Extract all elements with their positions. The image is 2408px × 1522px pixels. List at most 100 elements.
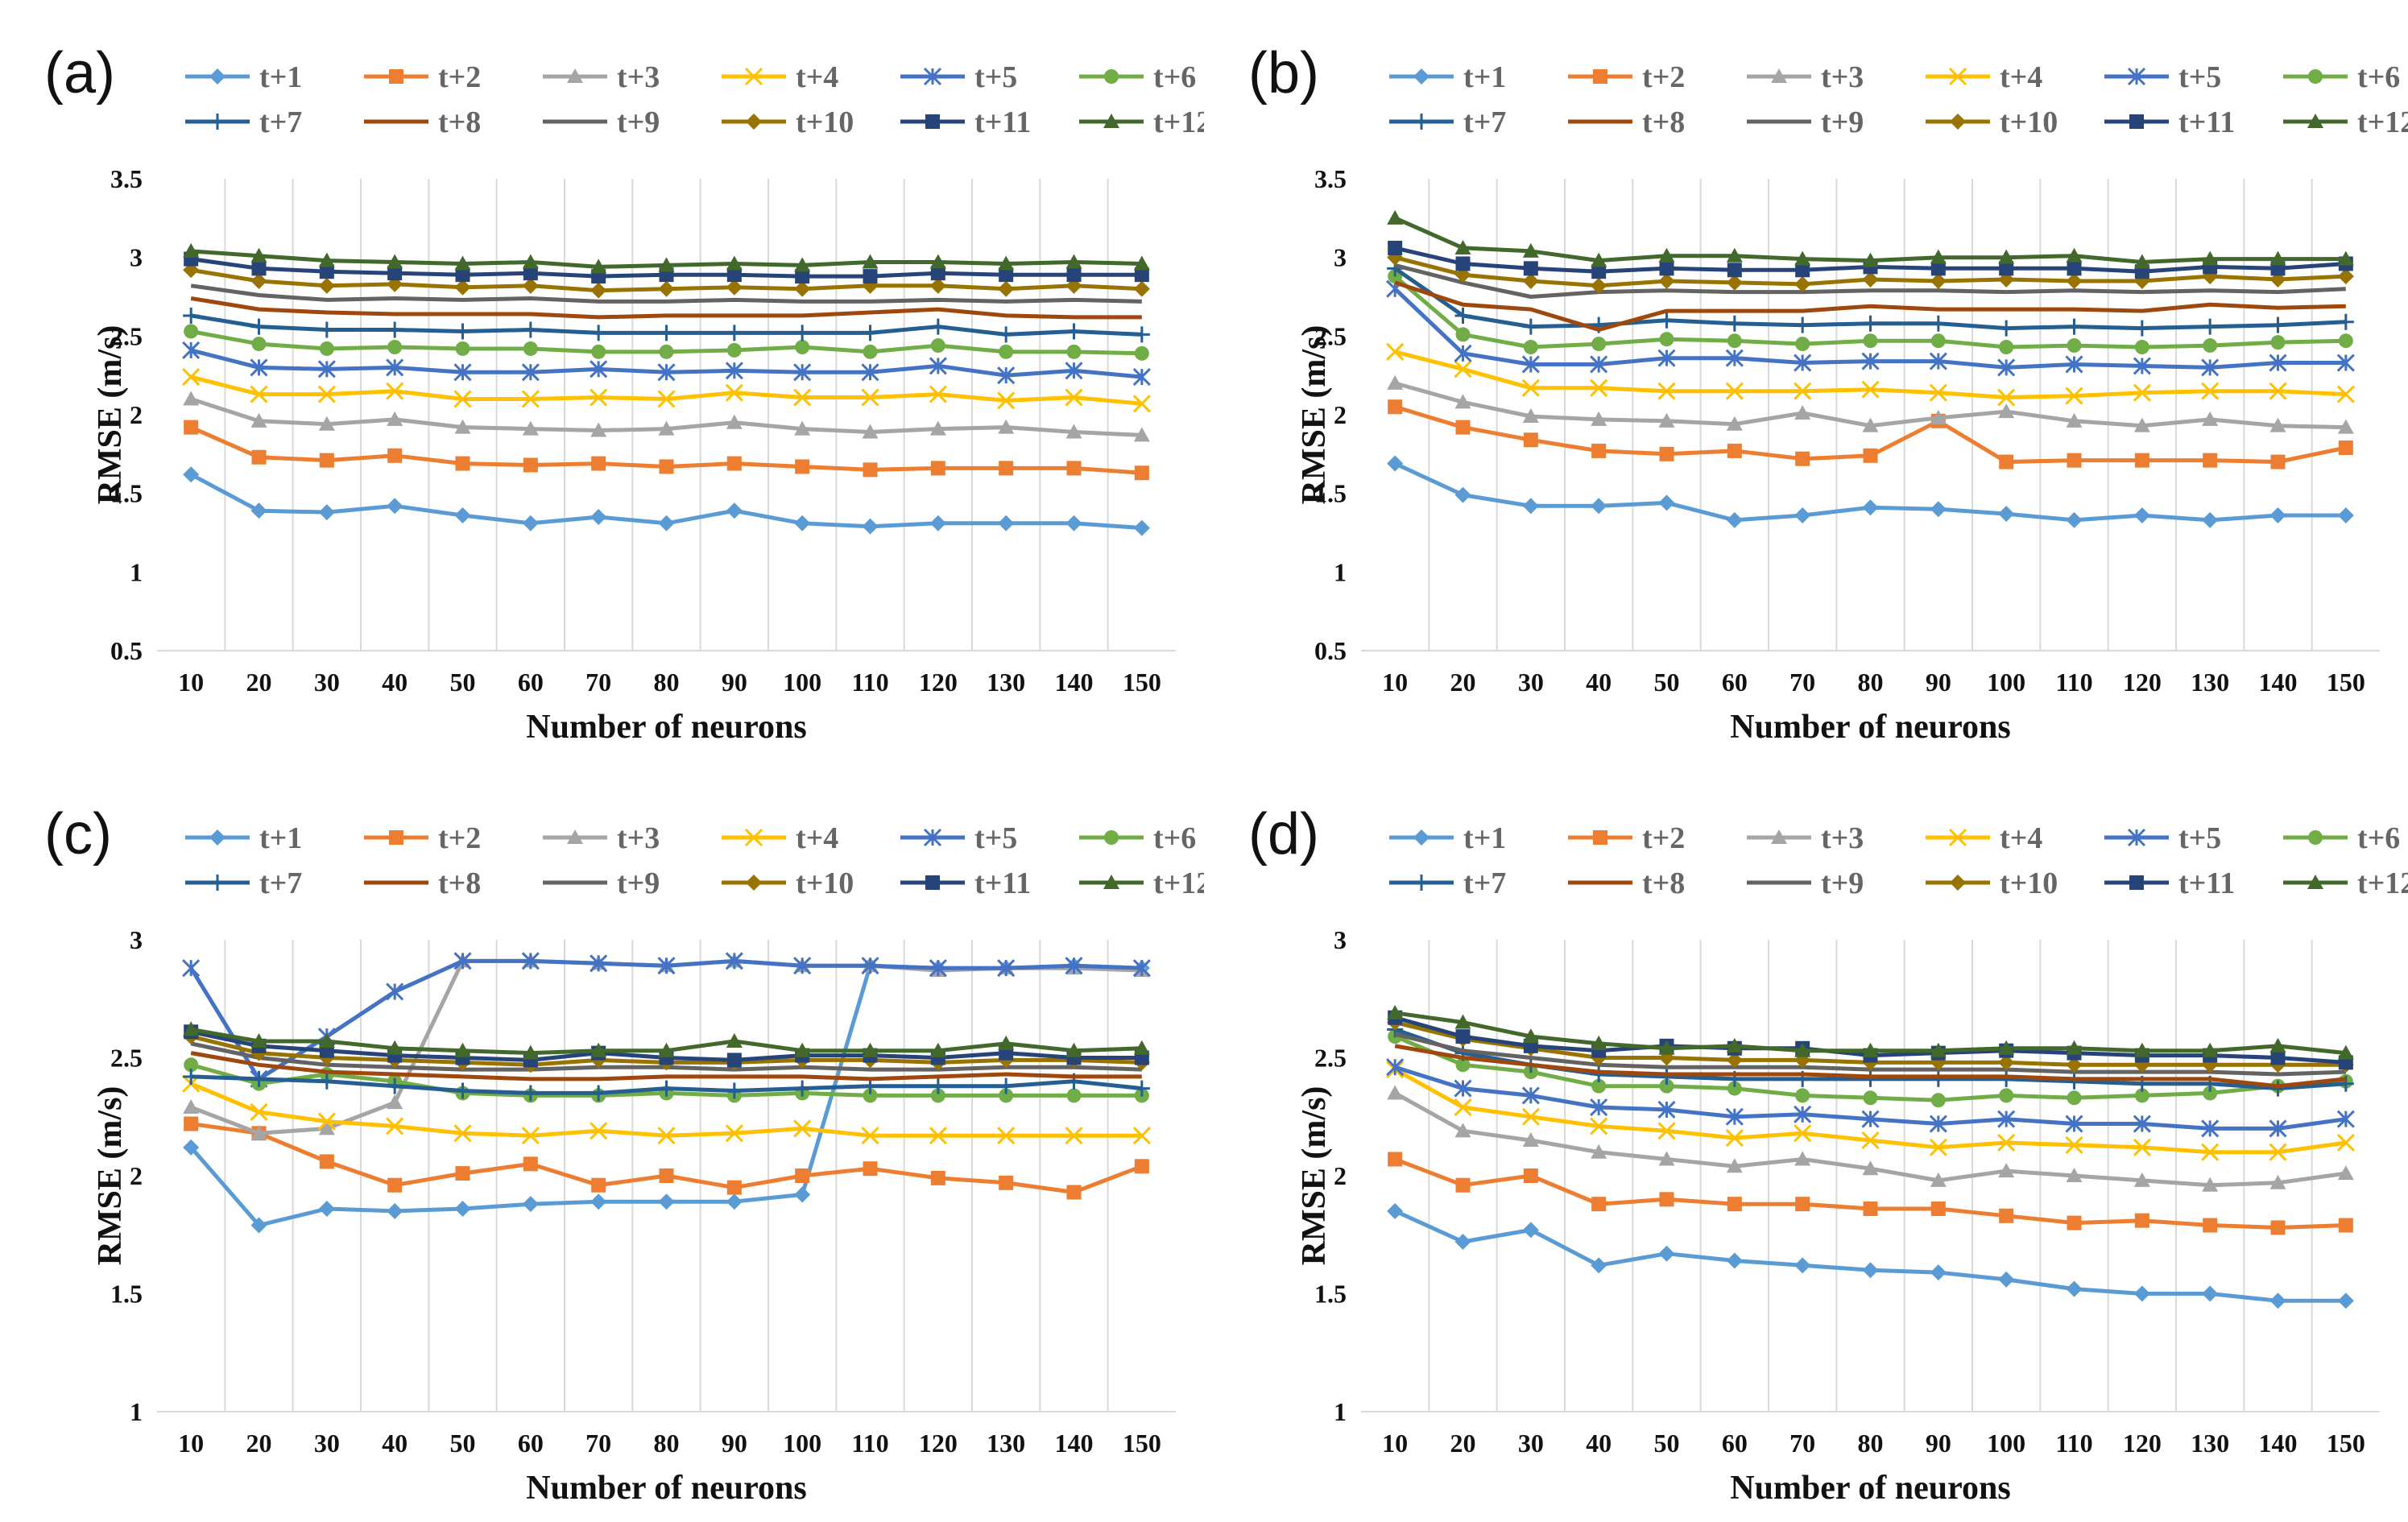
point-t+3 [183, 1099, 200, 1115]
point-t+12 [318, 252, 335, 267]
legend-item-t+8: t+8 [1568, 866, 1685, 900]
point-t+10 [1726, 1052, 1743, 1069]
series-t+1 [1387, 455, 2354, 528]
legend-label-t+5: t+5 [2178, 60, 2221, 94]
y-tick-label: 2.5 [1314, 321, 1347, 350]
point-t+7 [1522, 318, 1539, 335]
point-t+3 [1658, 1151, 1675, 1166]
legend-label-t+2: t+2 [1642, 60, 1685, 94]
x-tick-label: 80 [1858, 668, 1884, 697]
point-t+4 [453, 390, 472, 408]
legend-item-t+4: t+4 [722, 60, 838, 94]
legend-label-t+11: t+11 [2178, 866, 2235, 900]
point-t+4 [997, 1127, 1016, 1145]
point-t+5 [2269, 354, 2287, 372]
point-t+6 [2134, 340, 2149, 355]
point-t+12 [454, 1042, 471, 1057]
point-t+1 [1591, 498, 1607, 515]
point-t+6 [863, 344, 878, 359]
point-t+2 [184, 1116, 199, 1131]
legend-label-t+10: t+10 [2000, 105, 2058, 139]
point-t+4 [1861, 380, 1880, 399]
x-tick-label: 130 [987, 668, 1025, 697]
point-t+12 [2202, 1042, 2219, 1057]
point-t+7 [2202, 318, 2219, 335]
point-t+5 [1725, 349, 1744, 367]
point-t+3 [522, 420, 539, 436]
legend-label-t+7: t+7 [259, 866, 302, 900]
point-t+2 [2134, 453, 2149, 468]
point-t+5 [725, 952, 743, 970]
legend-item-t+3: t+3 [1747, 60, 1864, 94]
point-t+10 [658, 280, 675, 297]
legend-item-t+1: t+1 [185, 60, 302, 94]
point-t+4 [657, 390, 676, 408]
point-t+5 [2133, 1115, 2151, 1133]
point-t+2 [1863, 448, 1878, 463]
x-tick-label: 150 [1123, 1429, 1161, 1458]
point-t+3 [387, 411, 403, 426]
x-tick-label: 110 [851, 668, 888, 697]
legend-label-t+11: t+11 [2178, 105, 2235, 139]
point-t+7 [2066, 318, 2083, 335]
point-t+5 [929, 959, 947, 978]
point-t+3 [1133, 427, 1150, 442]
point-t+7 [590, 1085, 607, 1102]
legend-marker-t+3 [567, 829, 583, 844]
x-tick-label: 70 [585, 1429, 611, 1458]
point-t+12 [183, 242, 200, 258]
point-t+7 [1930, 315, 1947, 332]
point-t+2 [1727, 1197, 1742, 1212]
point-t+1 [1065, 515, 1082, 531]
x-tick-label: 50 [450, 668, 476, 697]
x-tick-label: 10 [178, 668, 204, 697]
point-t+4 [2133, 383, 2151, 402]
series-line-t+8 [1394, 1044, 2347, 1089]
point-t+4 [861, 1127, 879, 1145]
point-t+12 [1862, 252, 1879, 267]
point-t+4 [793, 388, 812, 407]
legend-item-t+9: t+9 [543, 866, 660, 900]
series-line-t+8 [190, 296, 1142, 320]
series-line-t+9 [1394, 263, 2346, 299]
point-t+3 [862, 424, 879, 439]
point-t+2 [1455, 1177, 1471, 1193]
point-t+12 [1133, 1040, 1150, 1055]
point-t+1 [1387, 455, 1404, 472]
legend-marker-t+7 [209, 875, 225, 891]
point-t+11 [1388, 240, 1403, 255]
point-t+1 [522, 1196, 539, 1213]
point-t+5 [1386, 1058, 1405, 1077]
point-t+11 [726, 1053, 742, 1068]
point-t+1 [2337, 1292, 2354, 1309]
legend-marker-t+6 [2308, 69, 2323, 84]
legend-marker-t+7 [1413, 875, 1429, 891]
legend-label-t+4: t+4 [796, 821, 838, 855]
point-t+6 [2067, 338, 2082, 354]
x-tick-label: 40 [1586, 1429, 1612, 1458]
legend-item-t+1: t+1 [185, 821, 302, 855]
legend-item-t+4: t+4 [1926, 821, 2042, 855]
panel-label-c: (c) [44, 802, 112, 866]
grid-c [224, 940, 1109, 1412]
point-t+4 [2133, 1138, 2151, 1156]
series-t+2 [184, 1116, 1149, 1200]
point-t+12 [1591, 1035, 1607, 1050]
point-t+12 [1522, 1028, 1539, 1044]
y-tick-label: 2 [130, 1161, 143, 1190]
point-t+7 [929, 318, 946, 335]
point-t+12 [1726, 1037, 1743, 1053]
y-tick-label: 2 [130, 400, 143, 429]
legend-item-t+2: t+2 [1568, 60, 1685, 94]
point-t+4 [2269, 382, 2287, 400]
legend-marker-t+5 [923, 828, 942, 847]
legend-marker-t+7 [209, 114, 225, 130]
point-t+10 [318, 277, 335, 294]
legend-item-t+5: t+5 [900, 821, 1017, 855]
point-t+12 [1591, 252, 1607, 267]
series-line-t+9 [190, 283, 1142, 304]
x-tick-label: 120 [2123, 668, 2162, 697]
point-t+4 [1521, 1107, 1540, 1126]
series-t+1 [183, 466, 1150, 536]
point-t+6 [1659, 332, 1674, 347]
